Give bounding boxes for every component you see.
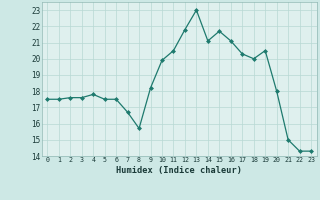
X-axis label: Humidex (Indice chaleur): Humidex (Indice chaleur) [116,166,242,175]
